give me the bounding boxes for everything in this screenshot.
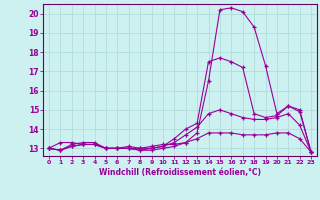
X-axis label: Windchill (Refroidissement éolien,°C): Windchill (Refroidissement éolien,°C) bbox=[99, 168, 261, 177]
